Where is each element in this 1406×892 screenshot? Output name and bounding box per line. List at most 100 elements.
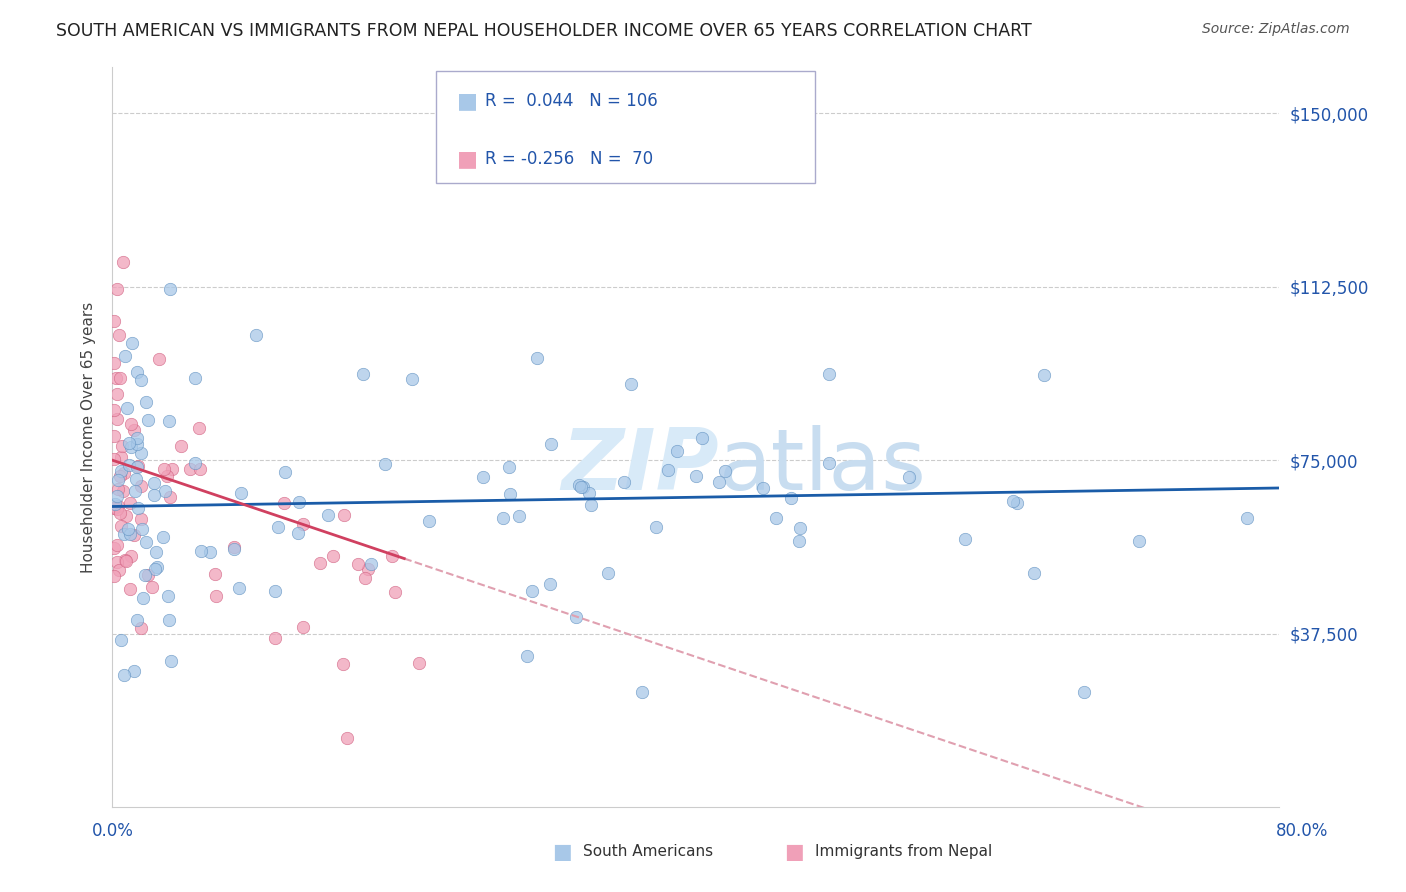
Point	[418, 515, 440, 529]
Text: 80.0%: 80.0%	[1277, 822, 1329, 840]
Point	[127, 458, 149, 473]
Point	[308, 556, 330, 570]
Point	[581, 498, 603, 512]
Point	[127, 437, 149, 451]
Point	[408, 656, 430, 670]
Point	[159, 282, 181, 296]
Point	[499, 486, 522, 500]
Text: atlas: atlas	[720, 425, 928, 508]
Point	[105, 555, 128, 569]
Point	[143, 488, 166, 502]
Point	[245, 328, 267, 343]
Point	[105, 282, 128, 296]
Point	[498, 459, 520, 474]
Point	[374, 457, 396, 471]
Point	[125, 613, 148, 627]
Point	[157, 589, 180, 603]
Point	[153, 483, 176, 498]
Point	[104, 497, 127, 511]
Point	[122, 664, 145, 678]
Point	[1024, 566, 1046, 581]
Point	[127, 365, 149, 379]
Point	[105, 502, 128, 516]
Point	[332, 508, 354, 523]
Point	[112, 668, 135, 682]
Point	[105, 412, 128, 426]
Point	[336, 731, 359, 745]
Point	[108, 469, 131, 483]
Point	[118, 527, 141, 541]
Point	[188, 462, 211, 476]
Point	[112, 527, 135, 541]
Text: SOUTH AMERICAN VS IMMIGRANTS FROM NEPAL HOUSEHOLDER INCOME OVER 65 YEARS CORRELA: SOUTH AMERICAN VS IMMIGRANTS FROM NEPAL …	[56, 22, 1032, 40]
Point	[111, 439, 134, 453]
Point	[125, 432, 148, 446]
Point	[352, 367, 374, 381]
Point	[110, 371, 132, 385]
Text: R =  0.044   N = 106: R = 0.044 N = 106	[485, 92, 658, 110]
Point	[955, 532, 977, 546]
Point	[332, 657, 354, 672]
Y-axis label: Householder Income Over 65 years: Householder Income Over 65 years	[80, 301, 96, 573]
Point	[565, 609, 588, 624]
Point	[112, 254, 135, 268]
Point	[103, 356, 125, 370]
Point	[665, 444, 688, 458]
Point	[789, 521, 811, 535]
Point	[787, 534, 810, 549]
Point	[752, 482, 775, 496]
Point	[162, 462, 184, 476]
Point	[156, 468, 179, 483]
Text: R = -0.256   N =  70: R = -0.256 N = 70	[485, 150, 654, 168]
Point	[685, 469, 707, 483]
Point	[103, 314, 125, 328]
Point	[136, 413, 159, 427]
Point	[292, 517, 315, 532]
Point	[572, 480, 595, 494]
Point	[129, 511, 152, 525]
Point	[898, 470, 921, 484]
Point	[287, 526, 309, 541]
Point	[145, 560, 167, 574]
Point	[105, 489, 128, 503]
Point	[596, 566, 619, 581]
Point	[818, 456, 841, 470]
Point	[188, 420, 211, 434]
Point	[103, 541, 125, 556]
Point	[120, 496, 142, 510]
Point	[540, 437, 562, 451]
Text: ■: ■	[553, 842, 572, 862]
Point	[135, 534, 157, 549]
Point	[122, 527, 145, 541]
Point	[148, 352, 170, 367]
Point	[103, 429, 125, 443]
Point	[1005, 496, 1028, 510]
Point	[120, 417, 142, 431]
Point	[472, 470, 495, 484]
Point	[153, 462, 176, 476]
Point	[526, 351, 548, 366]
Point	[568, 478, 591, 492]
Point	[103, 500, 125, 515]
Point	[105, 387, 128, 401]
Point	[118, 458, 141, 472]
Point	[346, 557, 368, 571]
Point	[538, 577, 561, 591]
Point	[125, 472, 148, 486]
Point	[222, 541, 245, 556]
Point	[132, 591, 155, 605]
Point	[152, 530, 174, 544]
Point	[569, 480, 592, 494]
Point	[143, 562, 166, 576]
Point	[114, 349, 136, 363]
Point	[118, 582, 141, 596]
Point	[274, 465, 297, 479]
Point	[645, 520, 668, 534]
Point	[111, 484, 134, 499]
Point	[131, 372, 153, 386]
Point	[578, 486, 600, 500]
Point	[707, 475, 730, 489]
Point	[1236, 511, 1258, 525]
Point	[200, 545, 222, 559]
Point	[145, 545, 167, 559]
